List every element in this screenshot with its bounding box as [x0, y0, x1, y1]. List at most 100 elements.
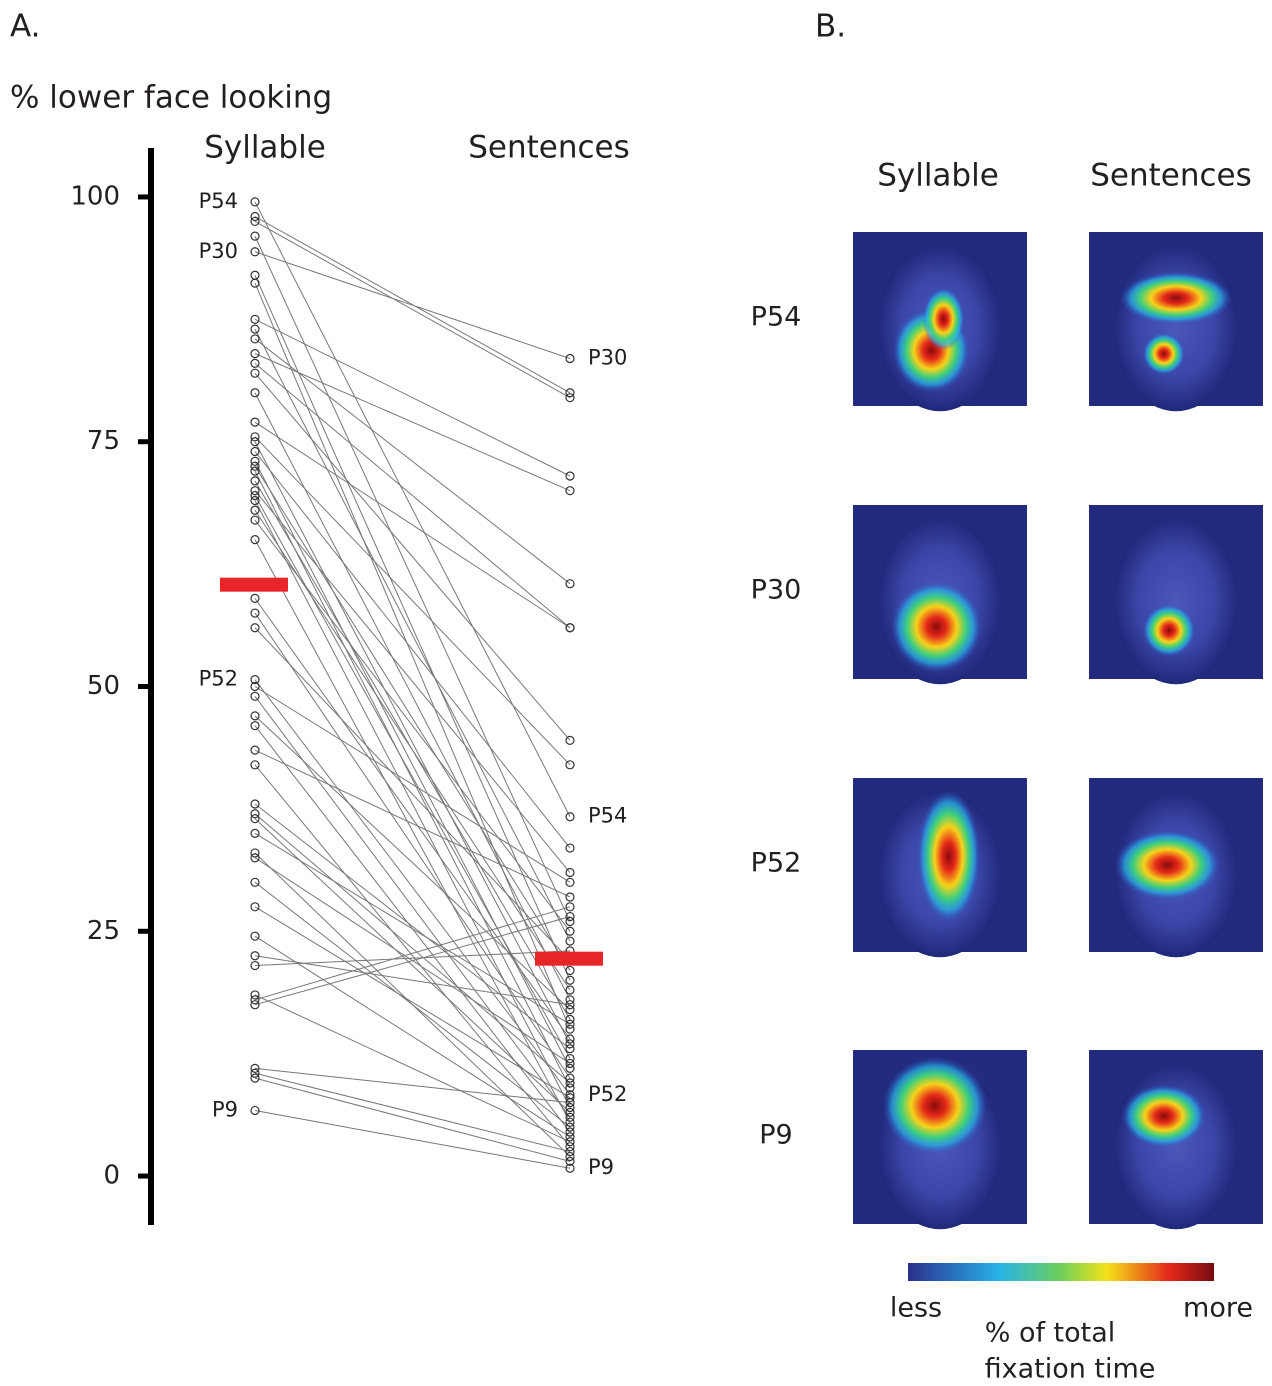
- participant-line: [254, 220, 571, 399]
- heatmap-blob: [1122, 1084, 1206, 1148]
- data-point: [565, 1014, 575, 1024]
- participant-label: P30: [199, 239, 238, 263]
- participant-label: P9: [212, 1097, 238, 1121]
- colorbar-title: % of total: [985, 1318, 1116, 1349]
- data-point: [565, 486, 575, 496]
- data-point: [250, 1000, 260, 1010]
- y-tick-label: 25: [87, 916, 120, 946]
- row-label: P54: [751, 302, 802, 333]
- data-point: [565, 843, 575, 853]
- data-point: [250, 515, 260, 525]
- heatmap-blob: [1142, 604, 1196, 657]
- participant-line: [254, 950, 571, 967]
- data-point: [250, 877, 260, 887]
- data-point: [565, 1004, 575, 1015]
- data-point: [250, 417, 260, 427]
- y-tick-label: 75: [87, 426, 120, 456]
- data-point: [565, 985, 575, 995]
- data-point: [565, 877, 575, 887]
- participant-line: [254, 612, 571, 1079]
- heatmap-blob: [882, 1056, 987, 1155]
- data-point: [250, 1063, 260, 1073]
- panel-label: B.: [815, 9, 846, 45]
- data-point: [250, 809, 260, 819]
- data-point: [250, 799, 260, 809]
- data-point: [565, 1146, 575, 1157]
- participant-line: [254, 519, 571, 932]
- participant-line: [254, 436, 571, 766]
- data-point: [565, 1132, 575, 1142]
- participant-line: [254, 598, 571, 1040]
- participant-line: [254, 994, 571, 1143]
- y-tick-label: 50: [87, 671, 120, 701]
- y-tick-label: 100: [70, 181, 120, 211]
- participant-line: [254, 441, 571, 1045]
- data-point: [565, 1142, 575, 1152]
- data-point: [565, 623, 575, 633]
- participant-line: [254, 695, 571, 1118]
- participant-line: [254, 465, 571, 971]
- data-point: [250, 675, 260, 685]
- participant-line: [254, 679, 571, 1096]
- data-point: [250, 1068, 260, 1078]
- data-point: [250, 211, 260, 222]
- participant-label: P52: [199, 667, 238, 691]
- data-point: [250, 446, 260, 457]
- data-point: [565, 1083, 575, 1093]
- participant-line: [254, 495, 571, 1059]
- participant-line: [254, 392, 571, 1001]
- participant-line: [254, 906, 571, 1001]
- data-point: [250, 388, 260, 398]
- data-point: [250, 1073, 260, 1083]
- heatmap-blob: [1120, 272, 1232, 325]
- column-header: Sentences: [1090, 158, 1252, 194]
- participant-line: [254, 338, 571, 585]
- face: [1113, 517, 1239, 685]
- heatmap-blob: [917, 790, 981, 923]
- participant-label: P52: [588, 1082, 627, 1106]
- data-point: [565, 995, 575, 1005]
- data-point: [565, 812, 575, 822]
- participant-line: [254, 235, 571, 922]
- participant-line: [254, 764, 571, 1147]
- data-point: [565, 1122, 575, 1132]
- data-point: [250, 437, 260, 447]
- participant-line: [254, 353, 571, 492]
- y-axis-label: % lower face looking: [10, 80, 332, 116]
- participant-label: P30: [588, 346, 627, 370]
- data-point: [565, 975, 575, 985]
- data-point: [250, 951, 260, 961]
- participant-line: [254, 470, 571, 1089]
- participant-line: [254, 509, 571, 991]
- participant-label: P54: [199, 189, 238, 213]
- data-point: [250, 490, 260, 501]
- participant-line: [254, 881, 571, 1128]
- data-point: [250, 814, 260, 824]
- data-point: [565, 911, 575, 922]
- heatmap-blob: [922, 287, 965, 351]
- data-point: [250, 358, 260, 368]
- data-point: [250, 486, 260, 496]
- participant-label: P9: [588, 1155, 614, 1179]
- participant-line: [254, 451, 571, 849]
- colorbar: [908, 1263, 1214, 1281]
- participant-line: [254, 1067, 571, 1104]
- data-point: [250, 760, 260, 770]
- participant-line: [254, 328, 571, 942]
- mean-bar: [220, 577, 288, 592]
- participant-line: [254, 813, 571, 1084]
- data-point: [565, 1024, 575, 1034]
- data-point: [250, 853, 260, 863]
- data-point: [565, 1107, 575, 1118]
- data-point: [250, 691, 260, 701]
- data-point: [565, 1078, 575, 1088]
- data-point: [250, 461, 260, 471]
- data-point: [565, 1156, 575, 1166]
- data-point: [565, 1102, 575, 1113]
- participant-line: [254, 955, 571, 1006]
- data-point: [250, 623, 260, 633]
- participant-line: [254, 500, 571, 1108]
- data-point: [565, 1073, 575, 1083]
- data-point: [250, 334, 260, 344]
- data-point: [565, 471, 575, 481]
